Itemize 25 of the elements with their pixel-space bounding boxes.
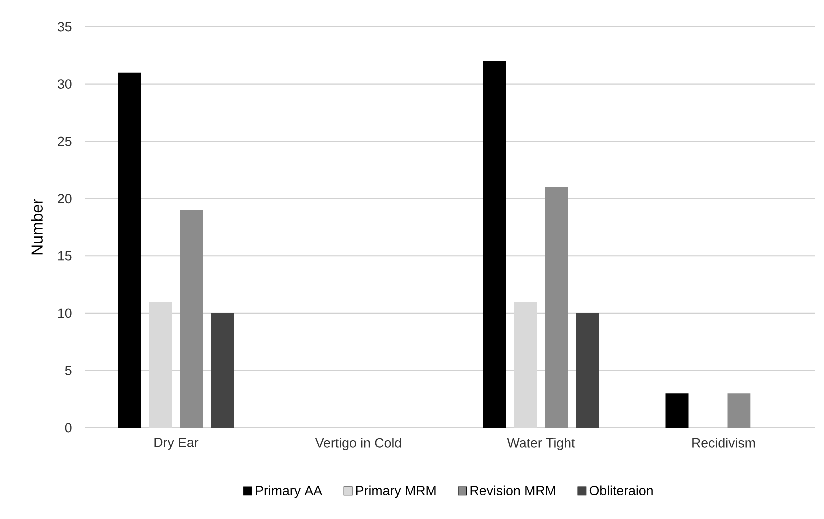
x-tick-label: Water Tight (507, 438, 576, 450)
legend-label: Primary AA (256, 486, 322, 498)
bar (728, 394, 751, 428)
y-tick-label: 35 (58, 22, 72, 32)
y-axis-title: Number (31, 199, 43, 255)
bar (576, 313, 600, 428)
bar (118, 72, 142, 428)
y-tick-label: 5 (65, 366, 72, 376)
y-tick-label: 30 (58, 80, 72, 89)
legend-label: Revision MRM (470, 486, 556, 496)
y-tick-label: 25 (58, 136, 72, 146)
bar (483, 61, 506, 428)
bar (666, 394, 689, 428)
legend-label: Primary MRM (356, 486, 436, 498)
y-tick-label: 15 (58, 251, 72, 261)
x-tick-label: Recidivism (692, 438, 756, 448)
y-tick-label: 10 (58, 308, 72, 318)
bar (211, 313, 234, 428)
x-tick-label: Dry Ear (154, 438, 199, 450)
y-tick-label: 20 (58, 194, 72, 204)
legend-label: Obliteraion (590, 486, 653, 496)
bar (545, 187, 568, 428)
bar (180, 210, 204, 428)
x-tick-label: Vertigo in Cold (315, 438, 402, 450)
y-tick-label: 0 (65, 423, 72, 433)
